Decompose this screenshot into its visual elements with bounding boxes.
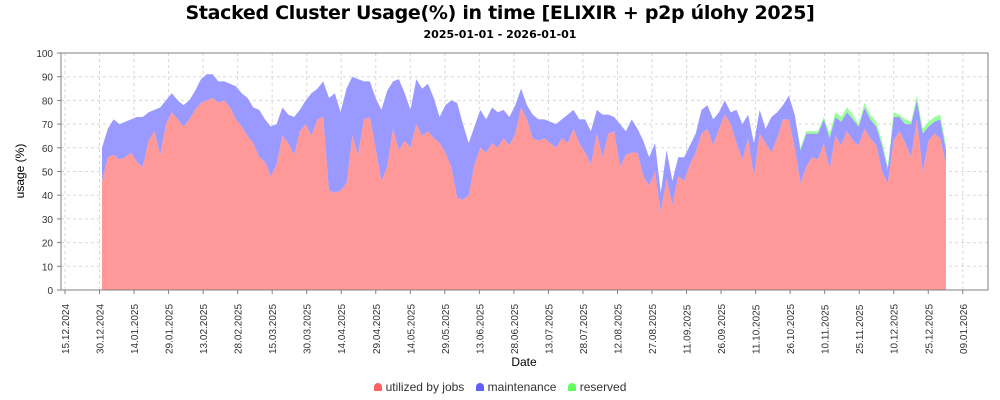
x-tick-label: 27.08.2025 bbox=[648, 304, 659, 354]
area-maintenance bbox=[102, 74, 946, 212]
y-tick-label: 40 bbox=[42, 191, 54, 202]
legend-label: maintenance bbox=[487, 380, 557, 394]
y-tick-label: 50 bbox=[42, 168, 54, 179]
legend-item-reserved: reserved bbox=[567, 380, 627, 394]
x-tick-label: 10.11.2025 bbox=[821, 304, 832, 354]
legend-item-maintenance: maintenance bbox=[475, 380, 557, 394]
legend-swatch-blue bbox=[475, 383, 484, 391]
x-tick-label: 14.04.2025 bbox=[337, 304, 348, 354]
x-tick-label: 15.03.2025 bbox=[268, 304, 279, 354]
legend-swatch-red bbox=[373, 383, 382, 391]
y-axis: 0 10 20 30 40 50 60 70 80 90 100 bbox=[36, 49, 61, 297]
x-tick-label: 13.02.2025 bbox=[199, 304, 210, 354]
legend-item-jobs: utilized by jobs bbox=[373, 380, 465, 394]
legend-swatch-green bbox=[567, 383, 576, 391]
x-tick-label: 15.12.2024 bbox=[61, 304, 72, 354]
x-tick-label: 28.06.2025 bbox=[510, 304, 521, 354]
x-tick-label: 14.05.2025 bbox=[406, 304, 417, 354]
y-tick-label: 80 bbox=[42, 96, 54, 107]
legend-label: reserved bbox=[579, 380, 627, 394]
y-tick-label: 90 bbox=[42, 73, 54, 84]
x-tick-label: 09.01.2026 bbox=[959, 304, 970, 354]
chart-subtitle: 2025-01-01 - 2026-01-01 bbox=[423, 28, 577, 41]
x-tick-label: 28.07.2025 bbox=[579, 304, 590, 354]
y-axis-label: usage (%) bbox=[13, 144, 27, 199]
chart-title: Stacked Cluster Usage(%) in time [ELIXIR… bbox=[185, 2, 815, 24]
x-tick-label: 29.05.2025 bbox=[441, 304, 452, 354]
x-tick-label: 29.01.2025 bbox=[165, 304, 176, 354]
x-tick-label: 10.12.2025 bbox=[890, 304, 901, 354]
y-tick-label: 20 bbox=[42, 239, 54, 250]
x-axis: 15.12.2024 30.12.2024 14.01.2025 29.01.2025… bbox=[61, 290, 970, 354]
y-tick-label: 10 bbox=[42, 262, 54, 273]
x-tick-label: 30.03.2025 bbox=[303, 304, 314, 354]
x-axis-label: Date bbox=[511, 355, 537, 369]
x-tick-label: 28.02.2025 bbox=[234, 304, 245, 354]
y-tick-label: 100 bbox=[36, 49, 53, 60]
legend: utilized by jobs maintenance reserved bbox=[0, 380, 1000, 394]
x-tick-label: 26.09.2025 bbox=[717, 304, 728, 354]
x-tick-label: 13.06.2025 bbox=[475, 304, 486, 354]
legend-label: utilized by jobs bbox=[385, 380, 465, 394]
y-tick-label: 60 bbox=[42, 144, 54, 155]
x-tick-label: 11.09.2025 bbox=[683, 304, 694, 354]
data-areas bbox=[102, 74, 946, 290]
x-tick-label: 29.04.2025 bbox=[372, 304, 383, 354]
x-tick-label: 26.10.2025 bbox=[786, 304, 797, 354]
area-utilized-by-jobs bbox=[102, 98, 946, 290]
x-tick-label: 25.11.2025 bbox=[855, 304, 866, 354]
y-tick-label: 70 bbox=[42, 120, 54, 131]
x-tick-label: 25.12.2025 bbox=[924, 304, 935, 354]
x-tick-label: 14.01.2025 bbox=[130, 304, 141, 354]
x-tick-label: 11.10.2025 bbox=[752, 304, 763, 354]
x-tick-label: 12.08.2025 bbox=[613, 304, 624, 354]
y-tick-label: 0 bbox=[47, 286, 53, 297]
x-tick-label: 13.07.2025 bbox=[544, 304, 555, 354]
x-tick-label: 30.12.2024 bbox=[96, 304, 107, 354]
y-tick-label: 30 bbox=[42, 215, 54, 226]
